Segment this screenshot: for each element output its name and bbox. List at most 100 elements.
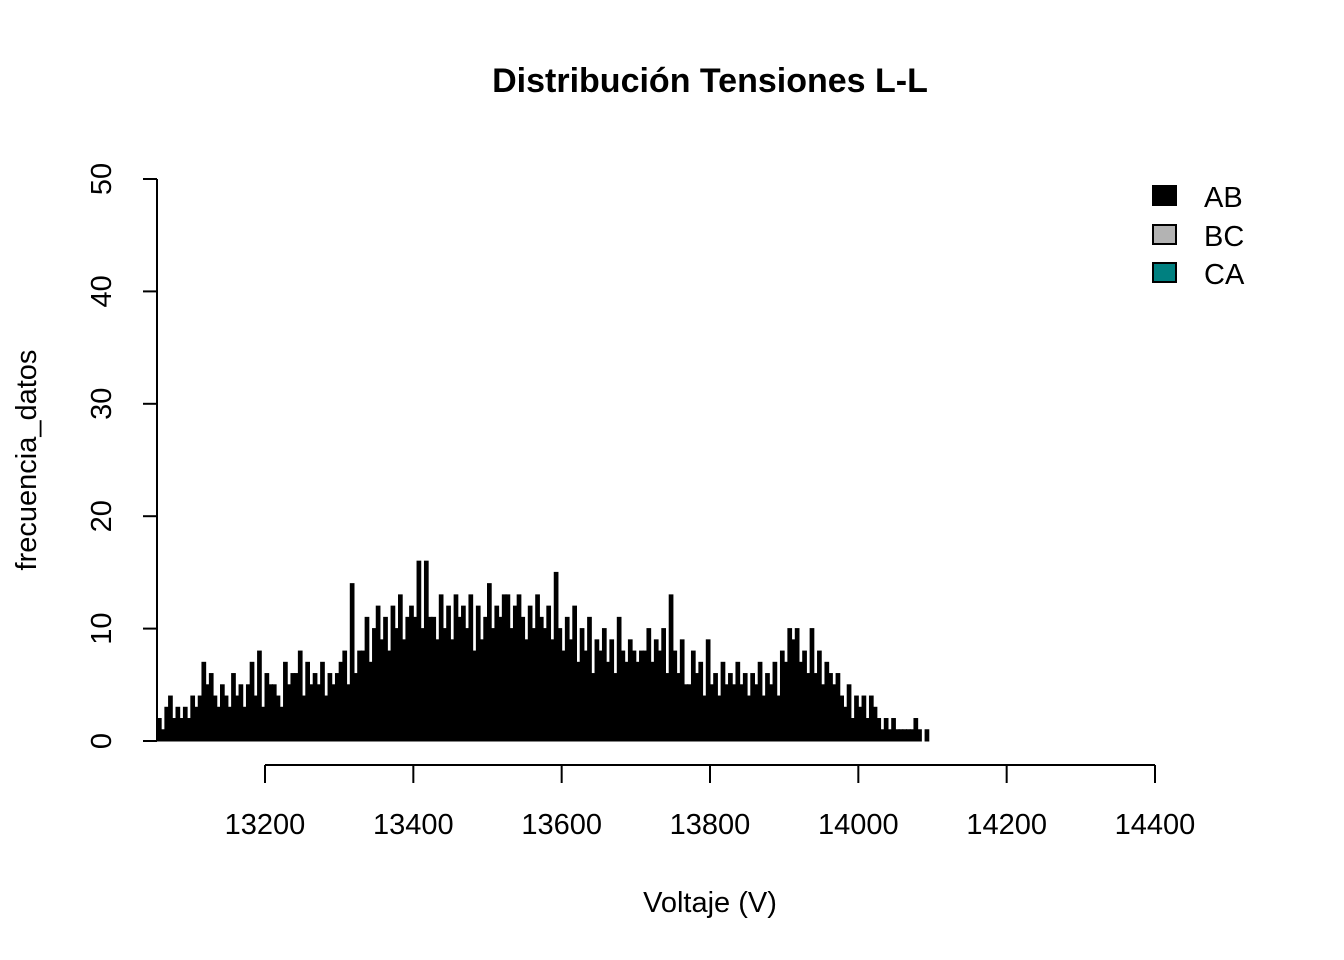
histogram-bar [672, 650, 678, 742]
histogram-bar [917, 729, 922, 742]
histogram-bar [783, 661, 789, 742]
legend-swatch-ca [1152, 262, 1177, 283]
y-ticks: 0 10 20 30 40 50 [86, 163, 157, 749]
histogram-bar [194, 706, 199, 742]
histogram-bar [746, 695, 752, 742]
histogram-bar [776, 695, 781, 742]
legend-label-ca: CA [1204, 259, 1245, 291]
histogram-bar [171, 718, 177, 742]
histogram-bar [550, 639, 555, 742]
histogram-bar [757, 661, 763, 742]
histogram-bar [820, 684, 826, 742]
histogram-bar [334, 673, 340, 742]
histogram-bar [301, 695, 307, 742]
y-tick-label: 20 [86, 500, 118, 532]
histogram-bar [527, 605, 533, 742]
histogram-bar [880, 729, 885, 742]
histogram-bar [702, 695, 707, 742]
x-tick-label: 13400 [373, 809, 454, 841]
histogram-bar [464, 628, 470, 742]
histogram-bar [802, 650, 807, 742]
histogram-bar [609, 639, 615, 742]
histogram-bar [238, 684, 244, 742]
histogram-bar [576, 661, 581, 742]
histogram-bar [587, 616, 592, 742]
histogram-bar [201, 661, 207, 742]
histogram-bar [494, 605, 500, 742]
histogram-bar [687, 684, 692, 742]
histogram-bar [257, 650, 262, 742]
histogram-bar [283, 661, 288, 742]
histogram-bar [906, 729, 911, 742]
histogram-bar [694, 673, 700, 742]
histogram-bar [616, 616, 622, 742]
y-tick-label: 50 [86, 163, 118, 195]
histogram-bar [683, 684, 689, 742]
histogram-bar [338, 661, 344, 742]
histogram-bar [872, 706, 878, 742]
legend-label-ab: AB [1204, 182, 1243, 214]
histogram-bar [854, 695, 859, 742]
chart-title: Distribución Tensiones L-L [492, 62, 928, 100]
histogram-bar [646, 628, 652, 742]
histogram-bar [483, 616, 488, 742]
histogram-bar [564, 616, 570, 742]
histogram-bar [401, 639, 407, 742]
histogram-bar [720, 661, 726, 742]
histogram-bar [542, 628, 548, 742]
histogram-bar [828, 673, 833, 742]
histogram-bar [557, 628, 563, 742]
histogram-bar [624, 661, 629, 742]
x-tick-label: 14000 [818, 809, 899, 841]
histogram-bar [538, 616, 544, 742]
histogram-bar [475, 605, 481, 742]
histogram-bar [787, 628, 793, 742]
histogram-bar [364, 616, 370, 742]
x-ticks: 13200 13400 13600 13800 14000 14200 14400 [225, 765, 1195, 841]
y-tick-label: 10 [86, 612, 118, 644]
histogram-bar [208, 673, 214, 742]
histogram-bar [509, 628, 514, 742]
histogram-bar [798, 661, 804, 742]
histogram-bar [553, 571, 559, 742]
histogram-bar [412, 616, 418, 742]
histogram-bar [861, 695, 867, 742]
histogram-bar [331, 684, 336, 742]
histogram-bar [271, 684, 277, 742]
histogram-bar [516, 594, 522, 742]
histogram-bar [668, 594, 674, 742]
histogram-bar [379, 639, 385, 742]
histogram-bar [368, 661, 374, 742]
histogram-bar [290, 673, 296, 742]
histogram-bar [342, 650, 348, 742]
histogram-bar [613, 673, 618, 742]
histogram-bar [572, 605, 578, 742]
histogram-bar [765, 673, 770, 742]
histogram-bar [446, 605, 451, 742]
histogram-bar [561, 650, 566, 742]
histogram-bar [709, 684, 715, 742]
histogram-bar [275, 695, 281, 742]
histogram-bar [286, 684, 292, 742]
histogram-bar [320, 661, 325, 742]
histogram-bar [902, 729, 908, 742]
histogram-bar [876, 718, 882, 742]
histogram-bar [735, 661, 741, 742]
histogram-bar [357, 650, 362, 742]
histogram-bar [728, 673, 733, 742]
histogram-bar [605, 661, 611, 742]
histogram-bar [501, 594, 507, 742]
histogram-bar [754, 684, 759, 742]
histogram-bar [231, 673, 236, 742]
legend: AB BC CA [1152, 182, 1245, 291]
histogram-bar [817, 650, 822, 742]
histogram-bar [186, 718, 192, 742]
histogram-bar [490, 628, 496, 742]
histogram-bar [742, 673, 748, 742]
histogram-bar [372, 628, 377, 742]
histogram-bar [676, 673, 681, 742]
histogram-bar [627, 639, 633, 742]
histogram-bar [468, 594, 474, 742]
histogram-bar [260, 706, 266, 742]
